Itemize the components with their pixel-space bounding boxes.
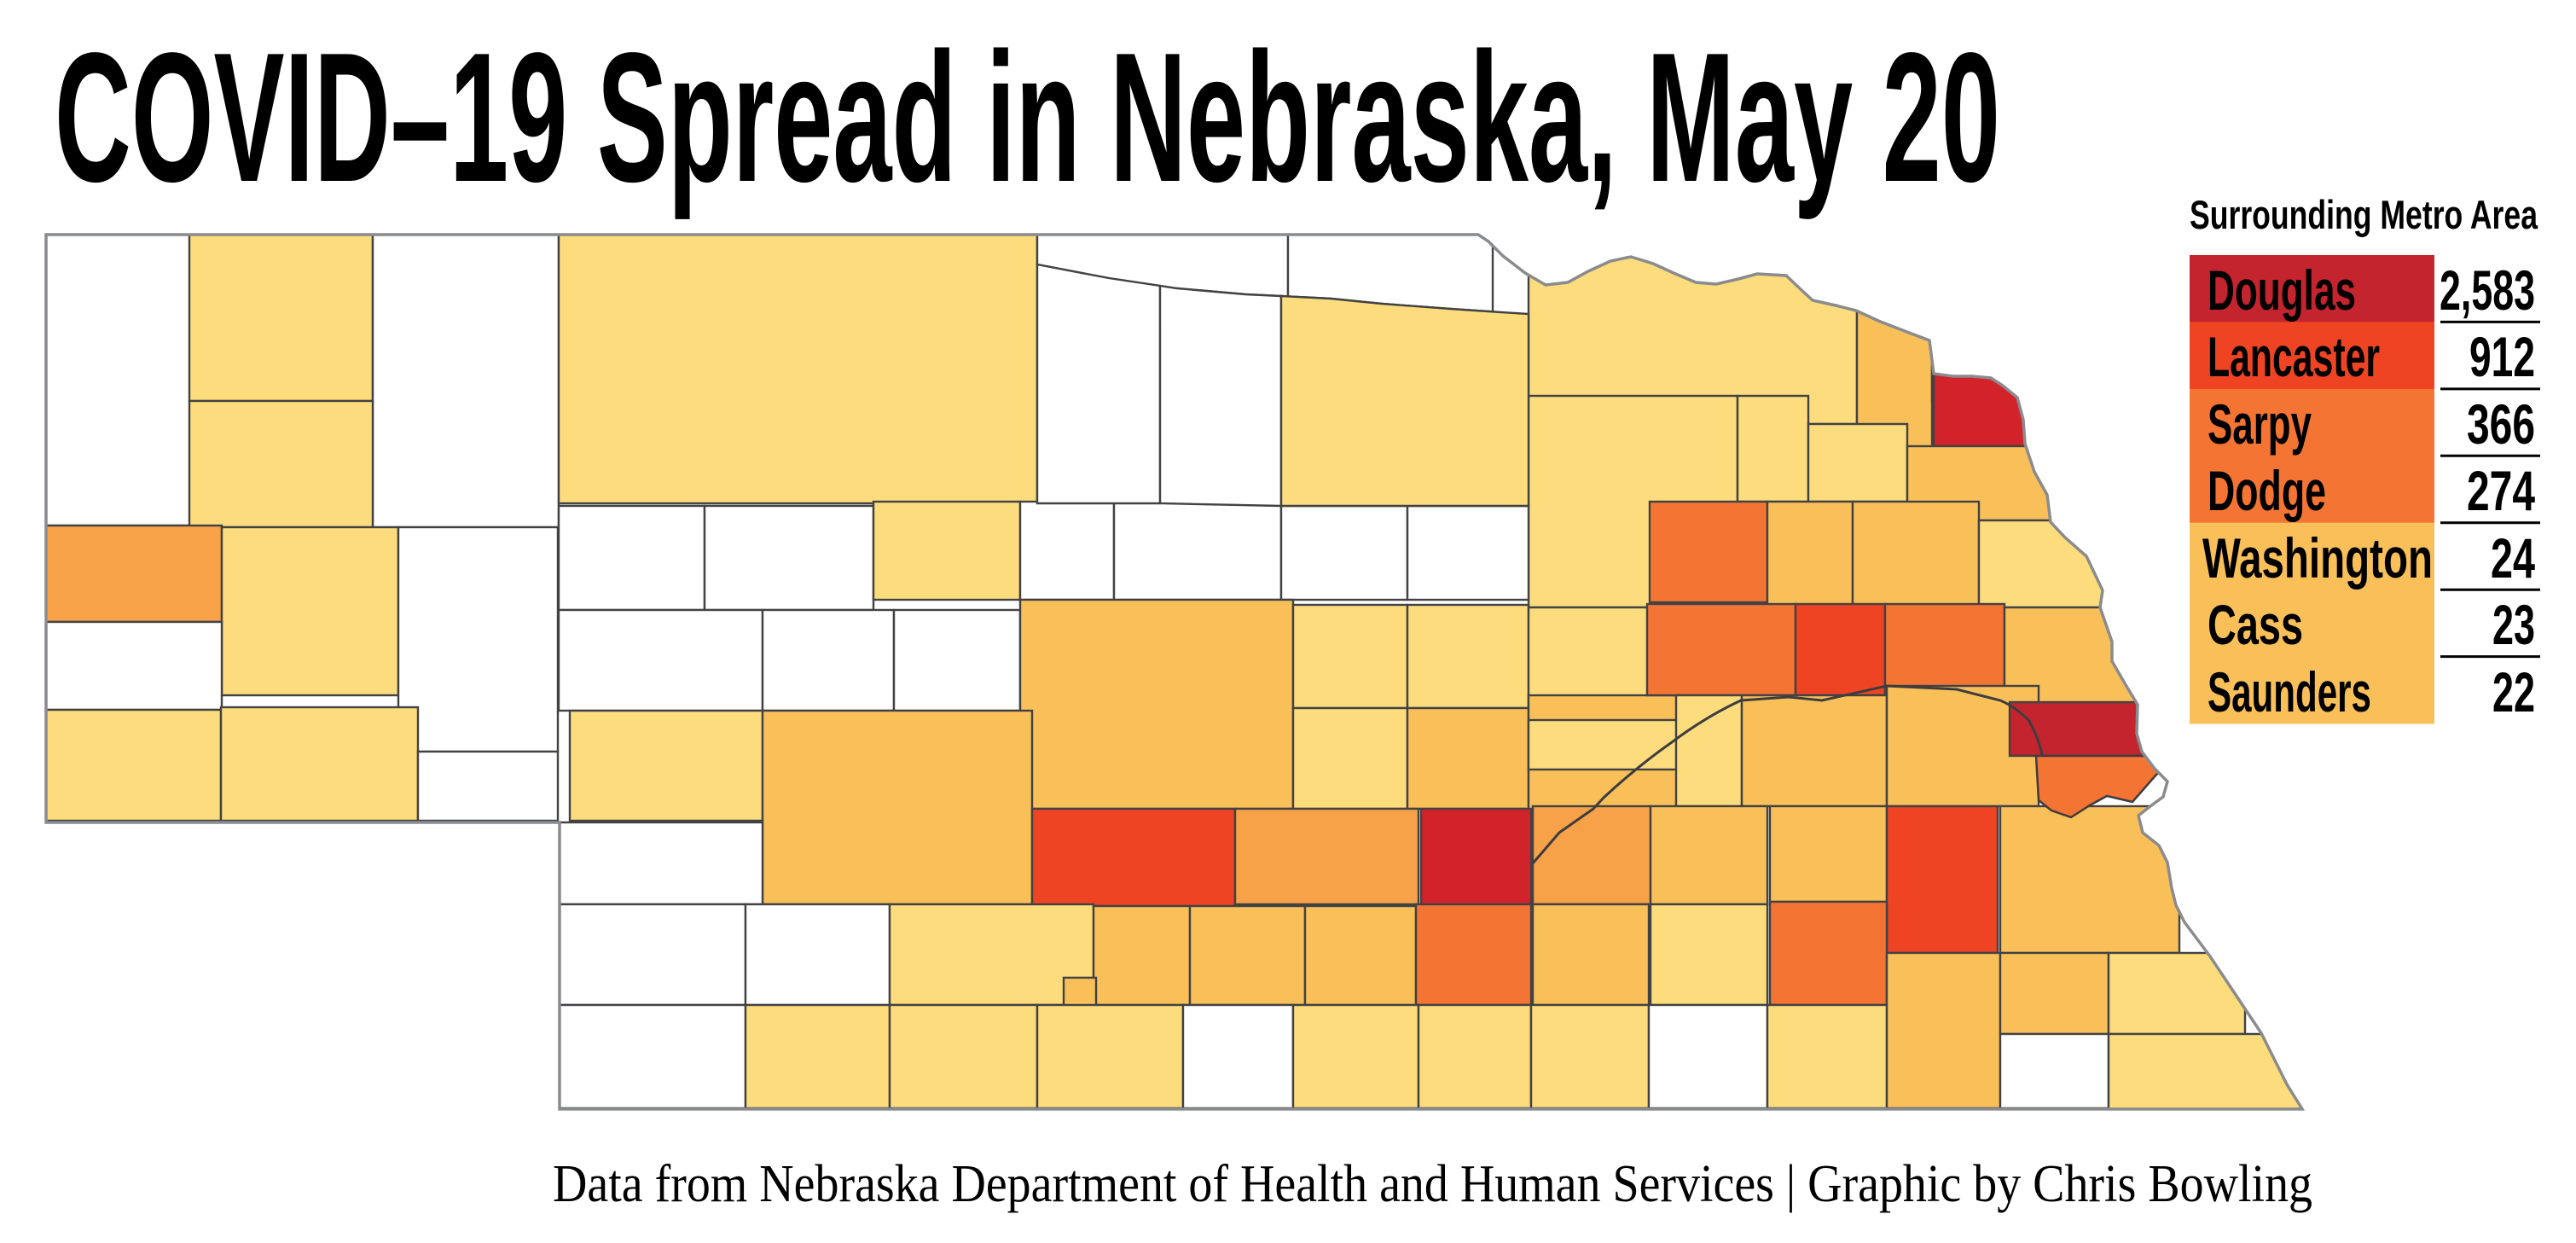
svg-text:Dodge: Dodge (2208, 459, 2326, 522)
svg-text:Data from Nebraska Department: Data from Nebraska Department of Health … (553, 1155, 2312, 1213)
svg-text:23: 23 (2492, 593, 2535, 656)
svg-text:2,583: 2,583 (2440, 258, 2535, 322)
svg-text:Sarpy: Sarpy (2208, 392, 2312, 456)
svg-text:274: 274 (2467, 459, 2535, 522)
svg-text:22: 22 (2492, 660, 2535, 723)
svg-text:Cass: Cass (2208, 593, 2303, 656)
svg-text:Douglas: Douglas (2208, 258, 2356, 322)
svg-text:Lancaster: Lancaster (2208, 325, 2380, 388)
svg-text:366: 366 (2467, 392, 2535, 456)
svg-text:24: 24 (2491, 526, 2535, 590)
svg-text:Surrounding Metro Area: Surrounding Metro Area (2190, 192, 2538, 237)
svg-text:Washington: Washington (2202, 526, 2433, 590)
svg-text:Saunders: Saunders (2208, 660, 2371, 723)
svg-text:COVID–19 Spread in Nebraska, M: COVID–19 Spread in Nebraska, May 20 (55, 14, 2000, 220)
svg-text:912: 912 (2469, 325, 2535, 388)
